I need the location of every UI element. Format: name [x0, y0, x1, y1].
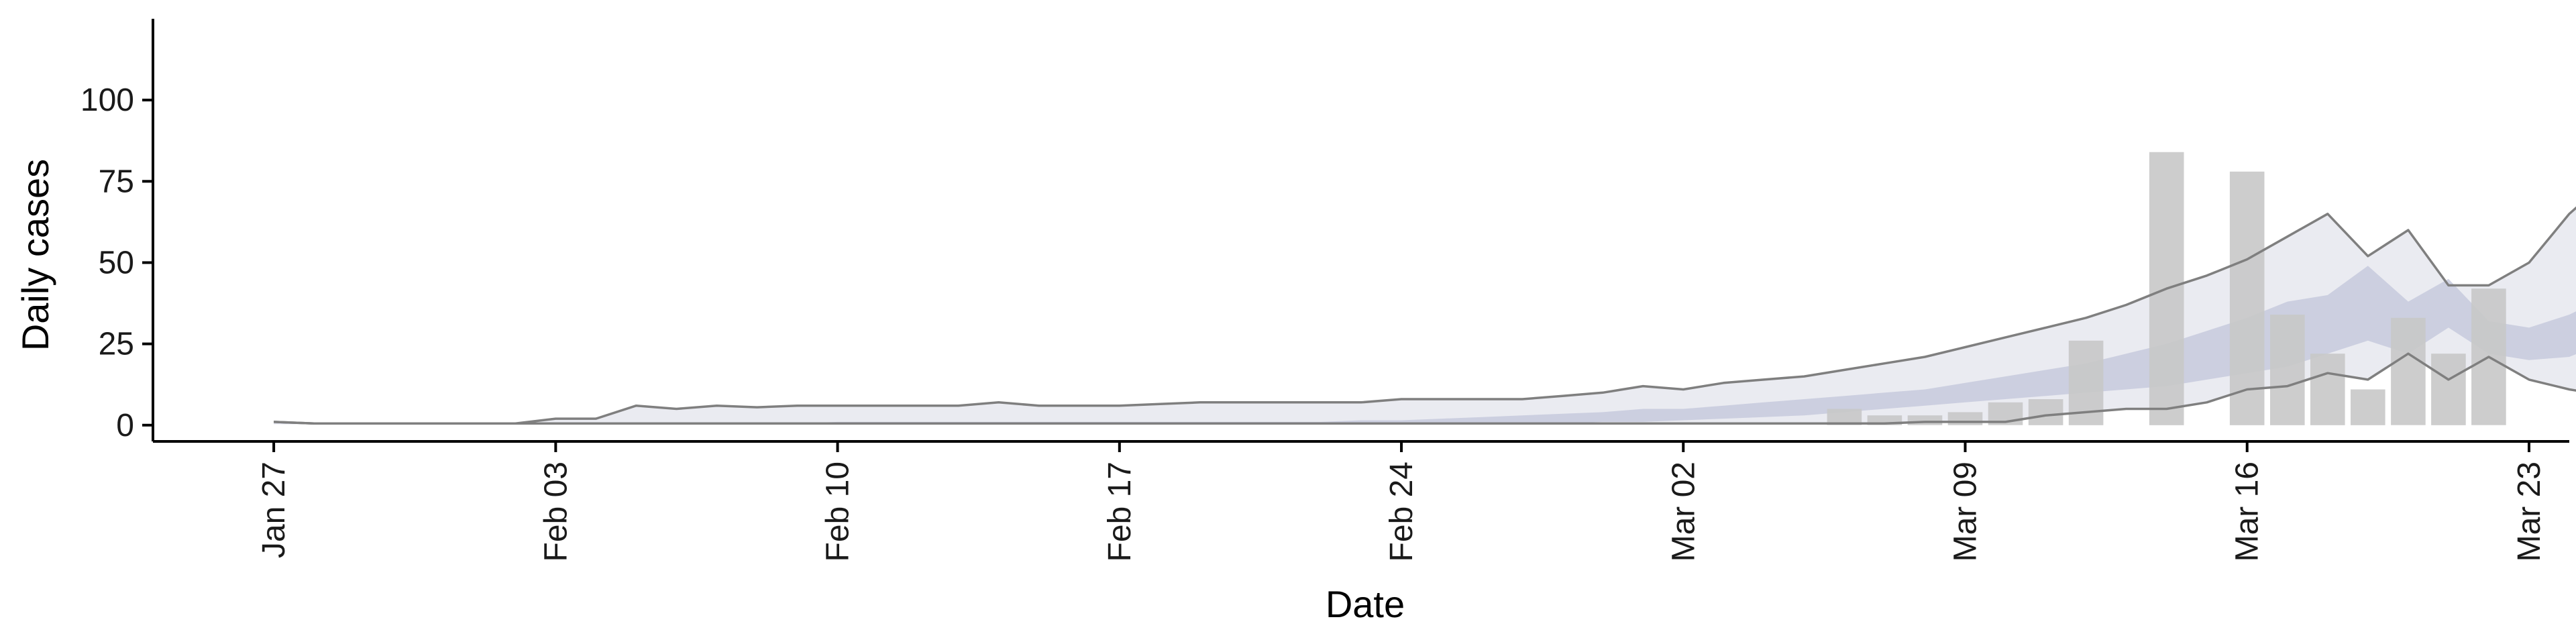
- y-tick-label: 0: [116, 408, 134, 443]
- bar: [2270, 315, 2305, 425]
- y-tick-label: 25: [99, 327, 134, 362]
- axes: 0 25 50 75 100 Jan 27 Feb 03 Feb 10 Feb 17 Feb 24…: [80, 19, 2569, 561]
- x-tick-label: Jan 27: [256, 462, 292, 558]
- y-axis-title: Daily cases: [14, 159, 56, 351]
- x-tick-label: Feb 10: [820, 462, 856, 561]
- bar: [2310, 354, 2345, 425]
- bound-lines: [274, 206, 2576, 425]
- x-tick-label: Feb 24: [1384, 462, 1419, 561]
- y-tick-label: 50: [99, 245, 134, 280]
- bar: [2229, 171, 2265, 425]
- bar: [2391, 317, 2426, 425]
- x-tick-label: Mar 16: [2230, 462, 2265, 561]
- x-tick-label: Mar 09: [1948, 462, 1984, 561]
- bar: [2351, 389, 2385, 425]
- bar: [2431, 354, 2466, 425]
- lower-bound-line: [274, 352, 2576, 425]
- x-tick-label: Mar 23: [2512, 462, 2547, 561]
- y-tick-label: 100: [80, 83, 134, 118]
- x-tick-label: Mar 02: [1666, 462, 1701, 561]
- inner-interval-band: [274, 266, 2576, 425]
- upper-bound-line: [274, 206, 2576, 425]
- bar: [1907, 415, 1943, 425]
- x-tick-label: Feb 17: [1102, 462, 1138, 561]
- bar: [1947, 412, 1983, 425]
- y-tick-label: 75: [99, 164, 134, 199]
- x-axis-title: Date: [1326, 583, 1405, 625]
- outer-interval-band: [274, 207, 2576, 424]
- prediction-bands: [274, 207, 2576, 425]
- x-tick-label: Feb 03: [538, 462, 574, 561]
- bar: [2028, 399, 2063, 425]
